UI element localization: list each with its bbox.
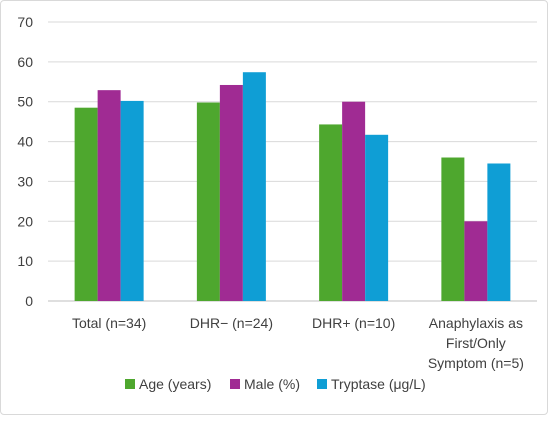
bar (464, 221, 488, 301)
bar (74, 107, 98, 301)
legend-label: Male (%) (244, 376, 300, 392)
x-axis: Total (n=34) DHR− (n=24) DHR+ (n=10) Anaphy… (72, 315, 524, 371)
bar (342, 101, 366, 301)
legend-swatch (230, 379, 240, 389)
bar (487, 163, 511, 301)
x-tick-label: Total (n=34) (72, 315, 146, 331)
bar (365, 134, 389, 301)
bar (120, 100, 144, 301)
y-axis: 0 10 20 30 40 50 60 70 (17, 14, 33, 309)
y-tick-label: 60 (17, 54, 33, 70)
y-tick-label: 70 (17, 14, 33, 30)
legend-swatch (317, 379, 327, 389)
y-tick-label: 0 (25, 293, 33, 309)
legend-label: Age (years) (139, 376, 211, 392)
legend: Age (years) Male (%) Tryptase (μg/L) (125, 376, 426, 392)
y-tick-label: 20 (17, 213, 33, 229)
y-tick-label: 50 (17, 94, 33, 110)
x-tick-label: DHR+ (n=10) (312, 315, 395, 331)
x-tick-label: DHR− (n=24) (190, 315, 273, 331)
legend-swatch (125, 379, 135, 389)
y-tick-label: 10 (17, 253, 33, 269)
bars (74, 72, 511, 301)
bar (242, 72, 266, 301)
bar (196, 102, 220, 301)
x-tick-label: Anaphylaxis as First/Only Symptom (n=5) (428, 315, 524, 371)
bar (441, 157, 465, 301)
bar (97, 90, 121, 301)
y-tick-label: 40 (17, 134, 33, 150)
y-tick-label: 30 (17, 173, 33, 189)
bar (319, 124, 343, 301)
bar (219, 84, 243, 301)
legend-label: Tryptase (μg/L) (331, 376, 426, 392)
